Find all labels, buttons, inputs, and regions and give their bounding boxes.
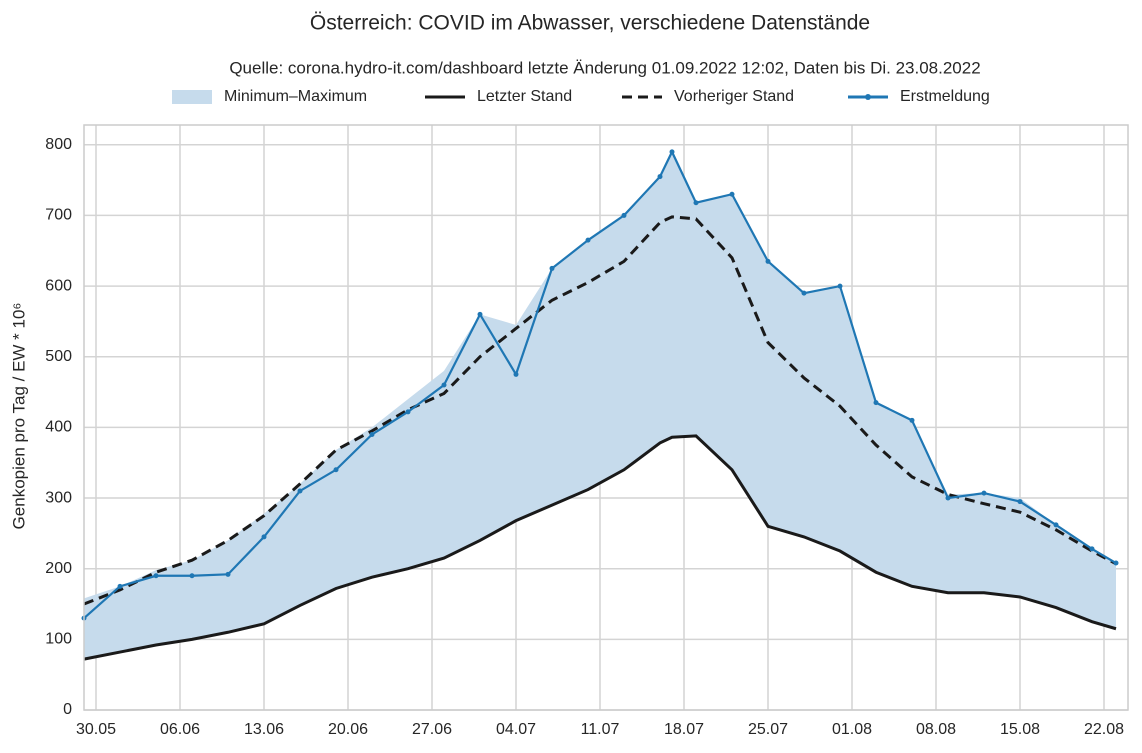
series-marker bbox=[153, 573, 159, 579]
y-tick-label: 800 bbox=[45, 136, 72, 153]
series-marker bbox=[585, 237, 591, 243]
x-tick-label: 13.06 bbox=[244, 721, 284, 738]
series-line bbox=[83, 434, 1117, 661]
y-tick-label: 400 bbox=[45, 419, 72, 436]
x-tick-label: 18.07 bbox=[664, 721, 704, 738]
x-tick-label: 20.06 bbox=[328, 721, 368, 738]
series-marker bbox=[765, 258, 771, 264]
legend-label: Letzter Stand bbox=[477, 88, 572, 105]
series-marker bbox=[1053, 522, 1059, 528]
x-tick-label: 08.08 bbox=[916, 721, 956, 738]
y-tick-label: 200 bbox=[45, 560, 72, 577]
plot-frame bbox=[83, 124, 1129, 711]
legend-label: Erstmeldung bbox=[900, 88, 990, 105]
y-tick-label: 100 bbox=[45, 631, 72, 648]
legend-label: Minimum–Maximum bbox=[224, 88, 367, 105]
y-tick-label: 700 bbox=[45, 207, 72, 224]
series-marker bbox=[621, 212, 627, 218]
series-marker bbox=[117, 583, 123, 589]
series-marker bbox=[405, 409, 411, 415]
y-tick-label: 0 bbox=[63, 701, 72, 718]
x-tick-label: 25.07 bbox=[748, 721, 788, 738]
x-tick-label: 04.07 bbox=[496, 721, 536, 738]
series-marker bbox=[873, 400, 879, 406]
range-band bbox=[84, 151, 1116, 660]
series-marker bbox=[669, 149, 675, 155]
x-tick-label: 15.08 bbox=[1000, 721, 1040, 738]
x-tick-label: 22.08 bbox=[1084, 721, 1124, 738]
x-tick-label: 27.06 bbox=[412, 721, 452, 738]
y-axis-label: Genkopien pro Tag / EW * 10⁶ bbox=[9, 303, 28, 530]
y-tick-label: 500 bbox=[45, 348, 72, 365]
series-marker bbox=[1017, 499, 1023, 505]
x-tick-label: 30.05 bbox=[76, 721, 116, 738]
series-marker bbox=[945, 495, 951, 501]
series-marker bbox=[801, 290, 807, 296]
x-tick-label: 01.08 bbox=[832, 721, 872, 738]
y-tick-label: 300 bbox=[45, 489, 72, 506]
legend-label: Vorheriger Stand bbox=[674, 88, 794, 105]
chart-subtitle: Quelle: corona.hydro-it.com/dashboard le… bbox=[229, 58, 980, 77]
x-tick-label: 11.07 bbox=[581, 721, 620, 738]
series-marker bbox=[657, 174, 663, 180]
series-marker bbox=[477, 311, 483, 317]
chart-title: Österreich: COVID im Abwasser, verschied… bbox=[310, 12, 870, 35]
series-marker bbox=[225, 571, 231, 577]
plot-area bbox=[81, 149, 1119, 661]
legend-swatch bbox=[172, 90, 212, 104]
series-marker bbox=[441, 382, 447, 388]
legend-marker bbox=[865, 94, 871, 100]
series-marker bbox=[189, 573, 195, 579]
series-marker bbox=[729, 191, 735, 197]
series-marker bbox=[693, 200, 699, 206]
series-marker bbox=[981, 490, 987, 496]
series-marker bbox=[261, 534, 267, 540]
series-line bbox=[83, 215, 1117, 606]
series-marker bbox=[909, 417, 915, 423]
series-marker bbox=[1089, 546, 1095, 552]
series-marker bbox=[1113, 560, 1119, 566]
series-marker bbox=[297, 488, 303, 494]
y-tick-label: 600 bbox=[45, 277, 72, 294]
series-marker bbox=[513, 371, 519, 377]
series-marker bbox=[369, 431, 375, 437]
legend: Minimum–Maximum Letzter Stand Vorheriger S… bbox=[172, 88, 990, 105]
x-tick-label: 06.06 bbox=[160, 721, 200, 738]
series-marker bbox=[333, 467, 339, 473]
series-marker bbox=[837, 283, 843, 289]
series-marker bbox=[549, 265, 555, 271]
